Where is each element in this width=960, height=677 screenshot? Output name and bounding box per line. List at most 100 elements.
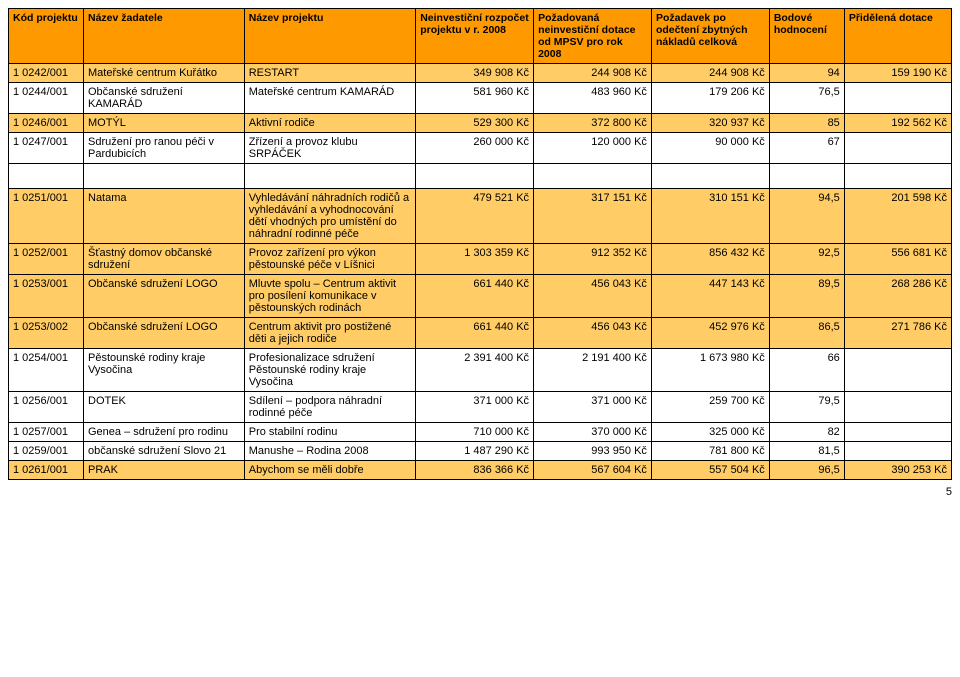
cell-code: 1 0247/001 bbox=[9, 133, 84, 164]
cell-score: 67 bbox=[769, 133, 844, 164]
cell-score: 82 bbox=[769, 423, 844, 442]
cell-code: 1 0257/001 bbox=[9, 423, 84, 442]
cell-applicant: PRAK bbox=[84, 461, 245, 480]
cell-allocated bbox=[844, 392, 951, 423]
cell-allocated: 268 286 Kč bbox=[844, 275, 951, 318]
table-row: 1 0242/001Mateřské centrum KuřátkoRESTAR… bbox=[9, 64, 952, 83]
cell-score: 81,5 bbox=[769, 442, 844, 461]
header-col-6: Požadavek po odečtení zbytných nákladů c… bbox=[651, 9, 769, 64]
cell-after-deduction: 244 908 Kč bbox=[651, 64, 769, 83]
cell-code: 1 0256/001 bbox=[9, 392, 84, 423]
cell-requested: 483 960 Kč bbox=[534, 83, 652, 114]
cell-applicant: Sdružení pro ranou péči v Pardubicích bbox=[84, 133, 245, 164]
cell-code: 1 0259/001 bbox=[9, 442, 84, 461]
cell-project: Mateřské centrum KAMARÁD bbox=[244, 83, 415, 114]
cell-after-deduction: 1 673 980 Kč bbox=[651, 349, 769, 392]
cell-requested: 371 000 Kč bbox=[534, 392, 652, 423]
spacer-cell bbox=[416, 164, 534, 189]
cell-budget: 710 000 Kč bbox=[416, 423, 534, 442]
cell-requested: 244 908 Kč bbox=[534, 64, 652, 83]
cell-allocated bbox=[844, 83, 951, 114]
cell-project: Centrum aktivit pro postižené děti a jej… bbox=[244, 318, 415, 349]
cell-score: 94,5 bbox=[769, 189, 844, 244]
cell-allocated bbox=[844, 423, 951, 442]
cell-applicant: Pěstounské rodiny kraje Vysočina bbox=[84, 349, 245, 392]
table-row: 1 0254/001Pěstounské rodiny kraje Vysoči… bbox=[9, 349, 952, 392]
cell-budget: 529 300 Kč bbox=[416, 114, 534, 133]
cell-budget: 1 487 290 Kč bbox=[416, 442, 534, 461]
table-row: 1 0252/001Šťastný domov občanské sdružen… bbox=[9, 244, 952, 275]
cell-applicant: Mateřské centrum Kuřátko bbox=[84, 64, 245, 83]
cell-after-deduction: 259 700 Kč bbox=[651, 392, 769, 423]
cell-budget: 479 521 Kč bbox=[416, 189, 534, 244]
table-row: 1 0253/002Občanské sdružení LOGOCentrum … bbox=[9, 318, 952, 349]
spacer-cell bbox=[651, 164, 769, 189]
cell-allocated bbox=[844, 133, 951, 164]
page-number: 5 bbox=[8, 486, 952, 498]
cell-applicant: MOTÝL bbox=[84, 114, 245, 133]
cell-requested: 2 191 400 Kč bbox=[534, 349, 652, 392]
cell-requested: 120 000 Kč bbox=[534, 133, 652, 164]
cell-allocated: 192 562 Kč bbox=[844, 114, 951, 133]
cell-budget: 661 440 Kč bbox=[416, 275, 534, 318]
cell-score: 85 bbox=[769, 114, 844, 133]
table-row: 1 0256/001DOTEKSdílení – podpora náhradn… bbox=[9, 392, 952, 423]
cell-budget: 836 366 Kč bbox=[416, 461, 534, 480]
cell-score: 86,5 bbox=[769, 318, 844, 349]
cell-project: Zřízení a provoz klubu SRPÁČEK bbox=[244, 133, 415, 164]
cell-applicant: DOTEK bbox=[84, 392, 245, 423]
cell-requested: 372 800 Kč bbox=[534, 114, 652, 133]
cell-code: 1 0261/001 bbox=[9, 461, 84, 480]
cell-code: 1 0254/001 bbox=[9, 349, 84, 392]
cell-score: 76,5 bbox=[769, 83, 844, 114]
table-header: Kód projektu Název žadatele Název projek… bbox=[9, 9, 952, 64]
cell-requested: 317 151 Kč bbox=[534, 189, 652, 244]
cell-after-deduction: 452 976 Kč bbox=[651, 318, 769, 349]
cell-score: 66 bbox=[769, 349, 844, 392]
cell-budget: 581 960 Kč bbox=[416, 83, 534, 114]
cell-allocated bbox=[844, 349, 951, 392]
table-row: 1 0251/001NatamaVyhledávání náhradních r… bbox=[9, 189, 952, 244]
cell-after-deduction: 320 937 Kč bbox=[651, 114, 769, 133]
cell-code: 1 0246/001 bbox=[9, 114, 84, 133]
cell-budget: 371 000 Kč bbox=[416, 392, 534, 423]
spacer-cell bbox=[769, 164, 844, 189]
cell-budget: 260 000 Kč bbox=[416, 133, 534, 164]
spacer-cell bbox=[9, 164, 84, 189]
cell-score: 92,5 bbox=[769, 244, 844, 275]
spacer-row bbox=[9, 164, 952, 189]
cell-score: 89,5 bbox=[769, 275, 844, 318]
cell-code: 1 0253/001 bbox=[9, 275, 84, 318]
projects-table: Kód projektu Název žadatele Název projek… bbox=[8, 8, 952, 480]
cell-allocated: 159 190 Kč bbox=[844, 64, 951, 83]
cell-code: 1 0253/002 bbox=[9, 318, 84, 349]
cell-after-deduction: 90 000 Kč bbox=[651, 133, 769, 164]
cell-applicant: Šťastný domov občanské sdružení bbox=[84, 244, 245, 275]
cell-code: 1 0244/001 bbox=[9, 83, 84, 114]
cell-after-deduction: 325 000 Kč bbox=[651, 423, 769, 442]
cell-project: Sdílení – podpora náhradní rodinné péče bbox=[244, 392, 415, 423]
table-row: 1 0244/001Občanské sdružení KAMARÁDMateř… bbox=[9, 83, 952, 114]
cell-code: 1 0252/001 bbox=[9, 244, 84, 275]
cell-applicant: Občanské sdružení LOGO bbox=[84, 275, 245, 318]
cell-budget: 349 908 Kč bbox=[416, 64, 534, 83]
cell-after-deduction: 781 800 Kč bbox=[651, 442, 769, 461]
cell-project: Profesionalizace sdružení Pěstounské rod… bbox=[244, 349, 415, 392]
table-row: 1 0259/001občanské sdružení Slovo 21Manu… bbox=[9, 442, 952, 461]
cell-project: Manushe – Rodina 2008 bbox=[244, 442, 415, 461]
cell-allocated: 271 786 Kč bbox=[844, 318, 951, 349]
cell-applicant: občanské sdružení Slovo 21 bbox=[84, 442, 245, 461]
cell-project: Vyhledávání náhradních rodičů a vyhledáv… bbox=[244, 189, 415, 244]
cell-requested: 370 000 Kč bbox=[534, 423, 652, 442]
spacer-cell bbox=[84, 164, 245, 189]
cell-allocated bbox=[844, 442, 951, 461]
cell-score: 96,5 bbox=[769, 461, 844, 480]
table-body: 1 0242/001Mateřské centrum KuřátkoRESTAR… bbox=[9, 64, 952, 480]
cell-score: 79,5 bbox=[769, 392, 844, 423]
cell-after-deduction: 447 143 Kč bbox=[651, 275, 769, 318]
header-col-4: Neinvestiční rozpočet projektu v r. 2008 bbox=[416, 9, 534, 64]
cell-requested: 567 604 Kč bbox=[534, 461, 652, 480]
cell-allocated: 556 681 Kč bbox=[844, 244, 951, 275]
table-row: 1 0247/001Sdružení pro ranou péči v Pard… bbox=[9, 133, 952, 164]
cell-after-deduction: 557 504 Kč bbox=[651, 461, 769, 480]
